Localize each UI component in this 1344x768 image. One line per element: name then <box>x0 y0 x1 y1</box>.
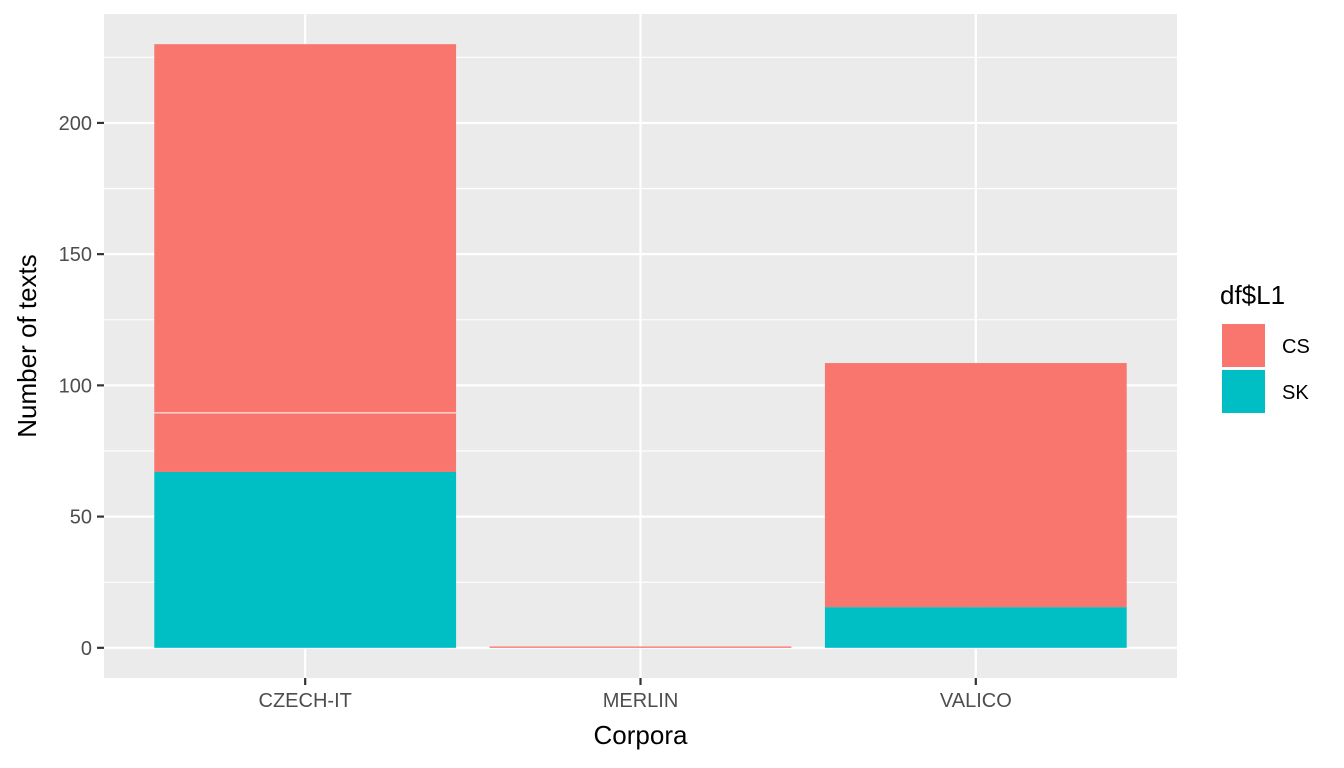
y-axis: 0 50 100 150 200 <box>59 113 104 660</box>
legend: df$L1 CS SK <box>1220 280 1310 413</box>
legend-key-swatch <box>1222 370 1265 413</box>
y-tick-label: 50 <box>70 507 92 529</box>
legend-key-swatch <box>1222 324 1265 367</box>
y-tick-label: 100 <box>59 375 92 397</box>
y-tick-label: 0 <box>81 638 92 660</box>
bar-segment <box>489 646 792 648</box>
bar-segment <box>154 412 457 472</box>
x-tick-label: VALICO <box>940 690 1012 712</box>
x-tick-label: MERLIN <box>603 690 679 712</box>
legend-items: CS SK <box>1222 324 1310 413</box>
bar-segment <box>824 363 1127 608</box>
y-tick-label: 200 <box>59 113 92 135</box>
x-axis: CZECH-IT MERLIN VALICO <box>259 678 1012 712</box>
bar-segment <box>154 44 457 413</box>
bars <box>154 44 1127 648</box>
legend-item-label: SK <box>1282 382 1309 404</box>
legend-title: df$L1 <box>1220 280 1285 310</box>
bar-segment <box>154 471 457 648</box>
x-axis-title: Corpora <box>594 720 688 750</box>
y-axis-title: Number of texts <box>12 254 42 438</box>
y-tick-label: 150 <box>59 244 92 266</box>
legend-item-label: CS <box>1282 336 1310 358</box>
bar-segment <box>824 607 1127 648</box>
x-tick-label: CZECH-IT <box>259 690 352 712</box>
